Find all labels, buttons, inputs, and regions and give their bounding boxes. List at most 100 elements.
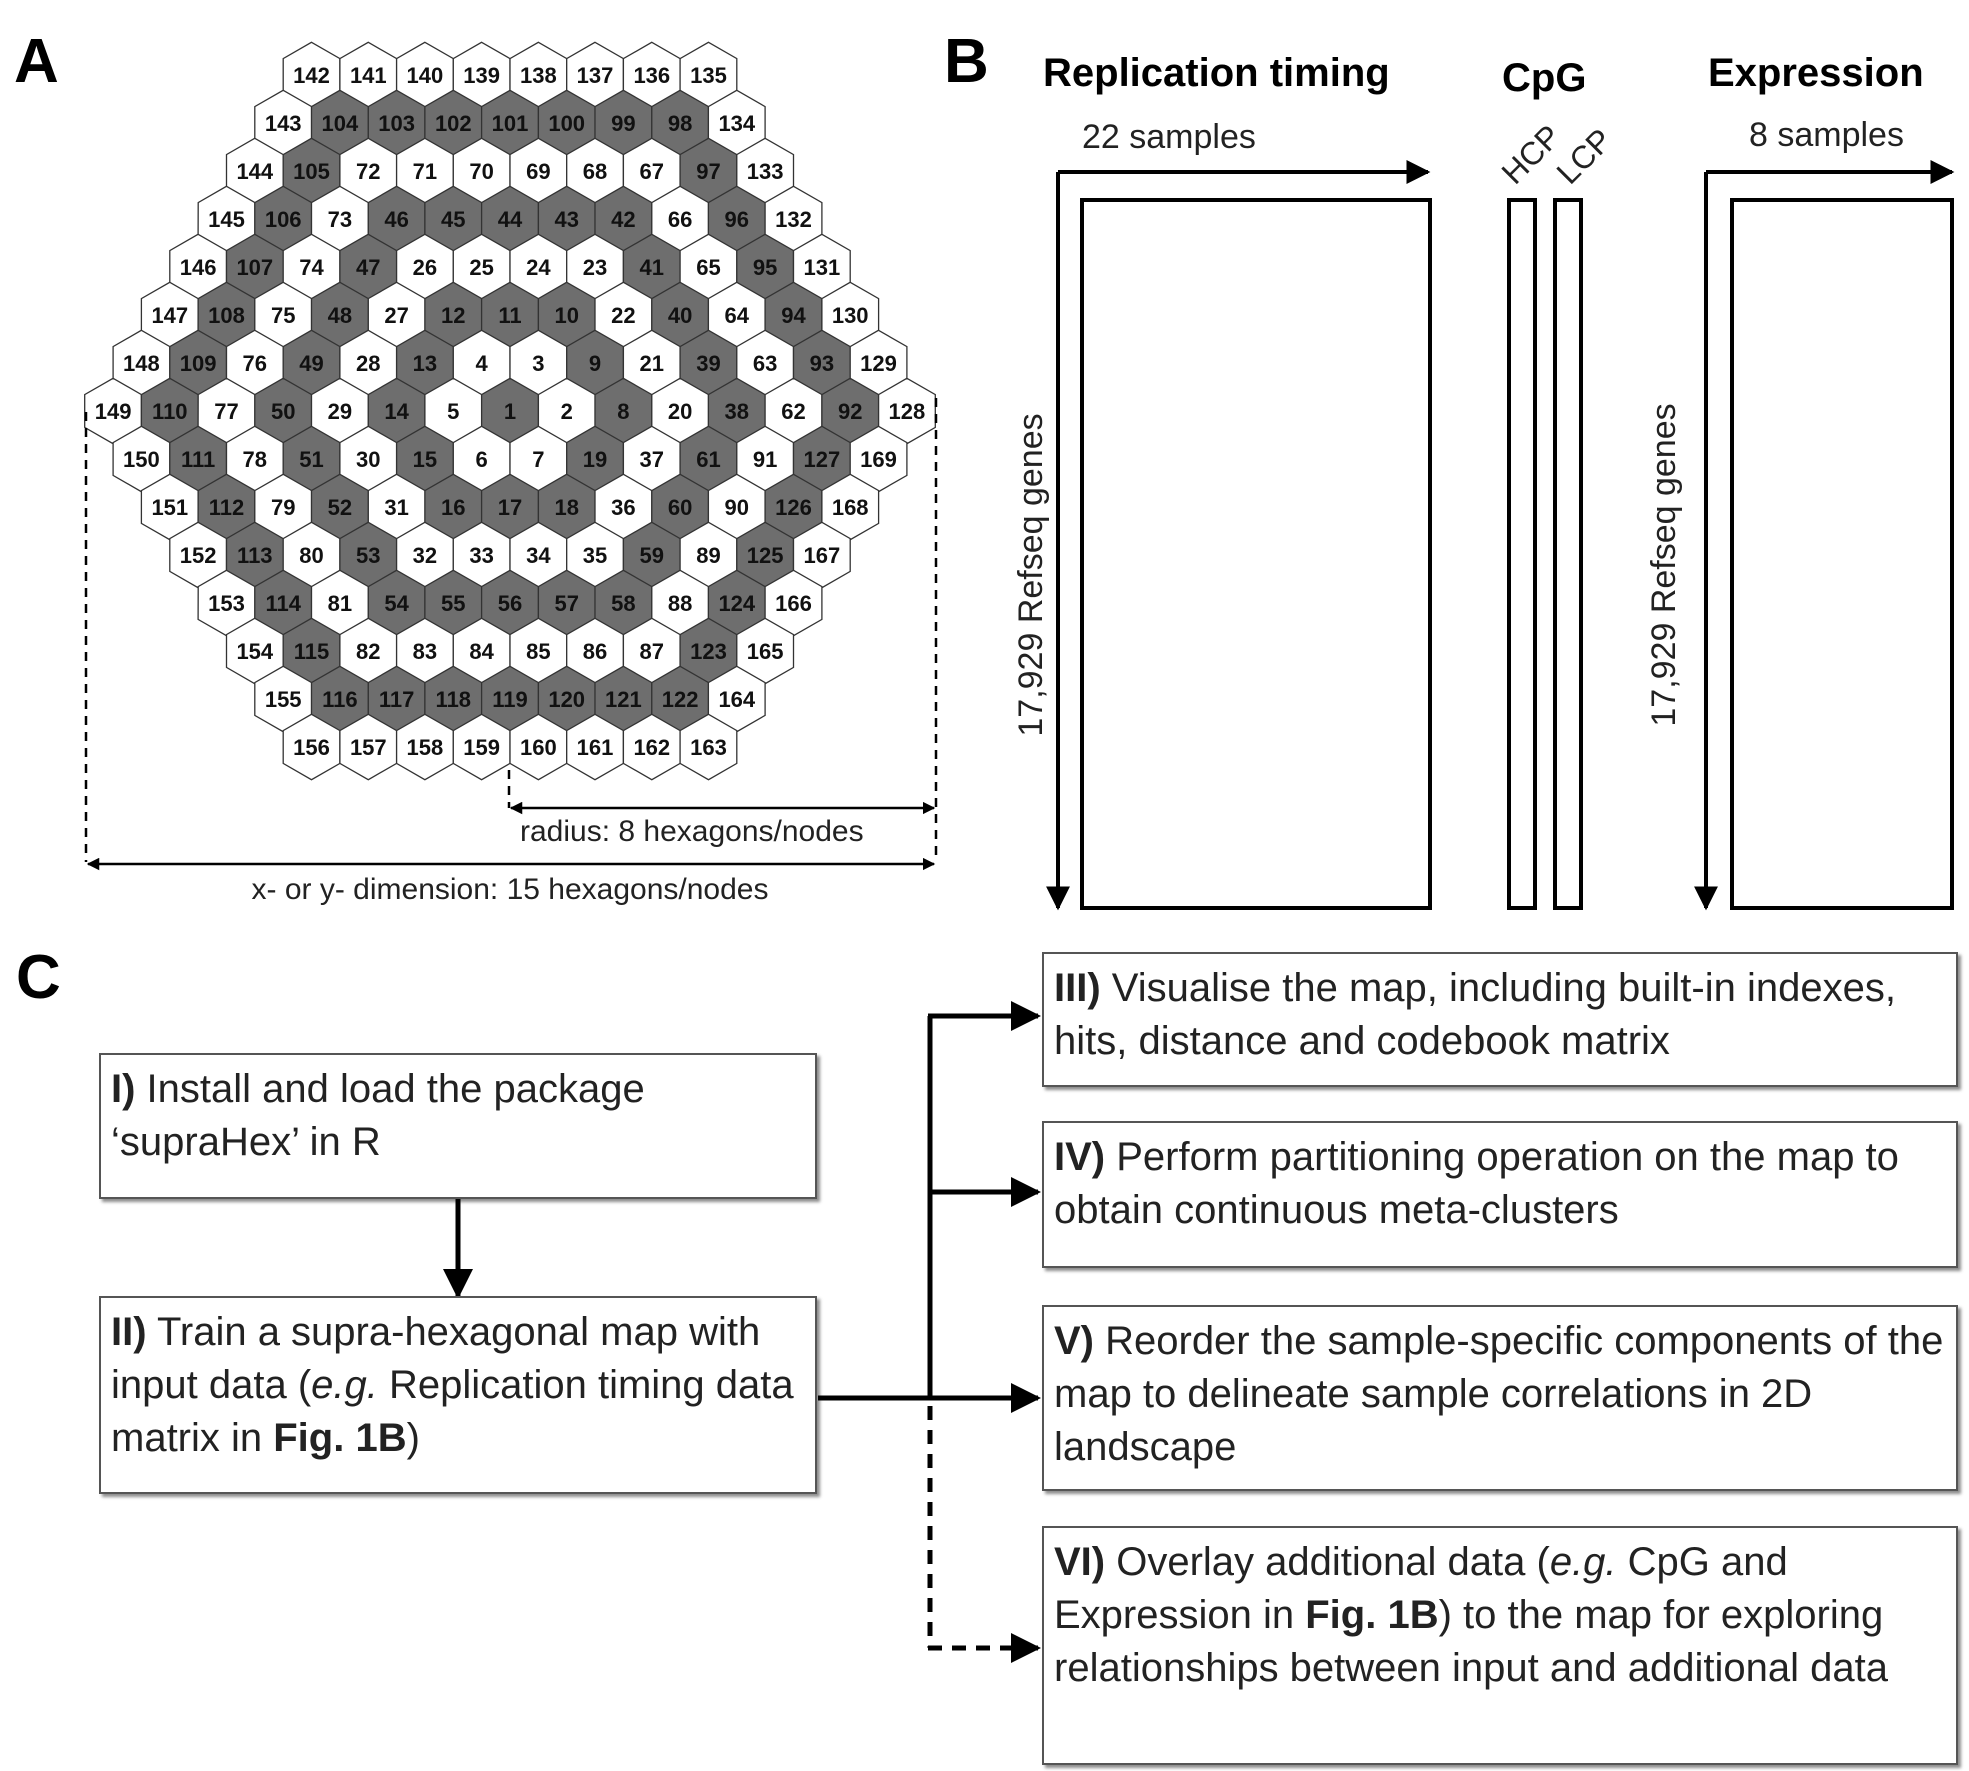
hex-node-label: 96 <box>725 207 749 232</box>
hex-node-label: 164 <box>718 687 755 712</box>
step-4-text: Perform partitioning operation on the ma… <box>1054 1135 1899 1232</box>
hex-node-label: 73 <box>328 207 352 232</box>
hex-node-label: 109 <box>180 351 217 376</box>
hex-node-label: 119 <box>492 687 528 712</box>
hex-node-label: 93 <box>810 351 834 376</box>
step-2-text-b: Replication timing data matrix in <box>111 1363 794 1460</box>
step-6-eg: e.g. <box>1549 1540 1617 1584</box>
hex-node-label: 62 <box>781 399 805 424</box>
hex-node-label: 99 <box>611 111 635 136</box>
hex-node-label: 124 <box>718 591 755 616</box>
step-6-text-b: CpG and Expression in <box>1054 1540 1788 1637</box>
hex-node-label: 12 <box>441 303 465 328</box>
hex-node-label: 79 <box>271 495 295 520</box>
hex-node-label: 41 <box>640 255 664 280</box>
hex-node-label: 44 <box>498 207 523 232</box>
hex-node-label: 145 <box>208 207 245 232</box>
hex-node-label: 23 <box>583 255 607 280</box>
hex-node-label: 2 <box>561 399 573 424</box>
hex-node-label: 43 <box>554 207 578 232</box>
hex-node-label: 163 <box>690 735 727 760</box>
hex-node-label: 88 <box>668 591 692 616</box>
hex-node-label: 118 <box>436 687 472 712</box>
hex-node-label: 107 <box>236 255 273 280</box>
hex-node-label: 11 <box>498 303 521 328</box>
hex-node-label: 140 <box>407 63 444 88</box>
hex-node-label: 162 <box>633 735 670 760</box>
cpg-columns <box>1507 198 1583 910</box>
hex-node-label: 150 <box>123 447 160 472</box>
hex-node-label: 117 <box>379 687 415 712</box>
hex-node-label: 101 <box>492 111 529 136</box>
hex-node-label: 139 <box>463 63 500 88</box>
hex-node-label: 56 <box>498 591 522 616</box>
hex-node-label: 121 <box>605 687 642 712</box>
hex-node-label: 134 <box>718 111 755 136</box>
hex-node-label: 17 <box>498 495 522 520</box>
hex-node-label: 155 <box>265 687 302 712</box>
hex-node-label: 114 <box>265 591 301 616</box>
step-2-number: II) <box>111 1310 147 1354</box>
hex-node-label: 148 <box>123 351 160 376</box>
hex-node-label: 159 <box>463 735 500 760</box>
hex-node-label: 123 <box>690 639 727 664</box>
hex-node-label: 76 <box>243 351 267 376</box>
hex-node-label: 49 <box>299 351 323 376</box>
hex-node-label: 57 <box>554 591 578 616</box>
hex-node-label: 151 <box>151 495 188 520</box>
step-6-text-c: ) to the map for exploring relationships… <box>1054 1593 1888 1690</box>
hex-node-label: 108 <box>208 303 245 328</box>
hex-node-label: 42 <box>611 207 635 232</box>
hex-node-label: 80 <box>299 543 323 568</box>
step-2-fig-ref: Fig. 1B <box>273 1416 407 1460</box>
hex-node-label: 8 <box>617 399 629 424</box>
hex-node-label: 112 <box>209 495 245 520</box>
hex-node-label: 90 <box>725 495 749 520</box>
panel-c-label: C <box>16 943 61 1012</box>
hex-node-label: 47 <box>356 255 380 280</box>
hex-node-label: 27 <box>384 303 408 328</box>
hex-node-label: 133 <box>747 159 784 184</box>
hex-node-label: 22 <box>611 303 635 328</box>
hex-node-label: 92 <box>838 399 862 424</box>
hex-node-label: 129 <box>860 351 897 376</box>
replication-genes-label: 17,929 Refseq genes <box>1012 413 1050 736</box>
hex-node-label: 59 <box>640 543 664 568</box>
hex-node-label: 6 <box>475 447 487 472</box>
hex-node-label: 157 <box>350 735 387 760</box>
hex-node <box>679 713 738 781</box>
hex-node-label: 69 <box>526 159 550 184</box>
hex-node-label: 28 <box>356 351 380 376</box>
hex-node-label: 13 <box>413 351 437 376</box>
hex-node-label: 51 <box>299 447 323 472</box>
panel-b-label: B <box>944 27 989 96</box>
hex-node-label: 126 <box>775 495 812 520</box>
hex-node-label: 68 <box>583 159 607 184</box>
expression-title: Expression <box>1708 51 1924 95</box>
hex-node-label: 158 <box>407 735 444 760</box>
step-1-text: Install and load the package ‘supraHex’ … <box>111 1067 645 1164</box>
step-5-number: V) <box>1054 1319 1094 1363</box>
hex-node-label: 102 <box>435 111 472 136</box>
hex-node-label: 10 <box>554 303 578 328</box>
hex-node-label: 104 <box>322 111 359 136</box>
hex-node-label: 89 <box>696 543 720 568</box>
hex-node-label: 9 <box>589 351 601 376</box>
hex-node-label: 78 <box>243 447 267 472</box>
hex-node-label: 66 <box>668 207 692 232</box>
hex-node-label: 152 <box>180 543 217 568</box>
hex-node-label: 38 <box>725 399 749 424</box>
hex-node-label: 5 <box>447 399 459 424</box>
hex-node-label: 141 <box>350 63 387 88</box>
hex-node-label: 120 <box>548 687 585 712</box>
hex-node-label: 137 <box>577 63 614 88</box>
dimension-label: x- or y- dimension: 15 hexagons/nodes <box>252 873 769 906</box>
hex-node-label: 31 <box>384 495 408 520</box>
replication-timing-title: Replication timing <box>1043 51 1390 95</box>
hex-node-label: 24 <box>526 255 551 280</box>
hex-node-label: 48 <box>328 303 352 328</box>
hex-node-label: 166 <box>775 591 812 616</box>
hex-node-label: 95 <box>753 255 777 280</box>
panel-a-label: A <box>14 27 59 96</box>
hex-node-label: 84 <box>469 639 494 664</box>
